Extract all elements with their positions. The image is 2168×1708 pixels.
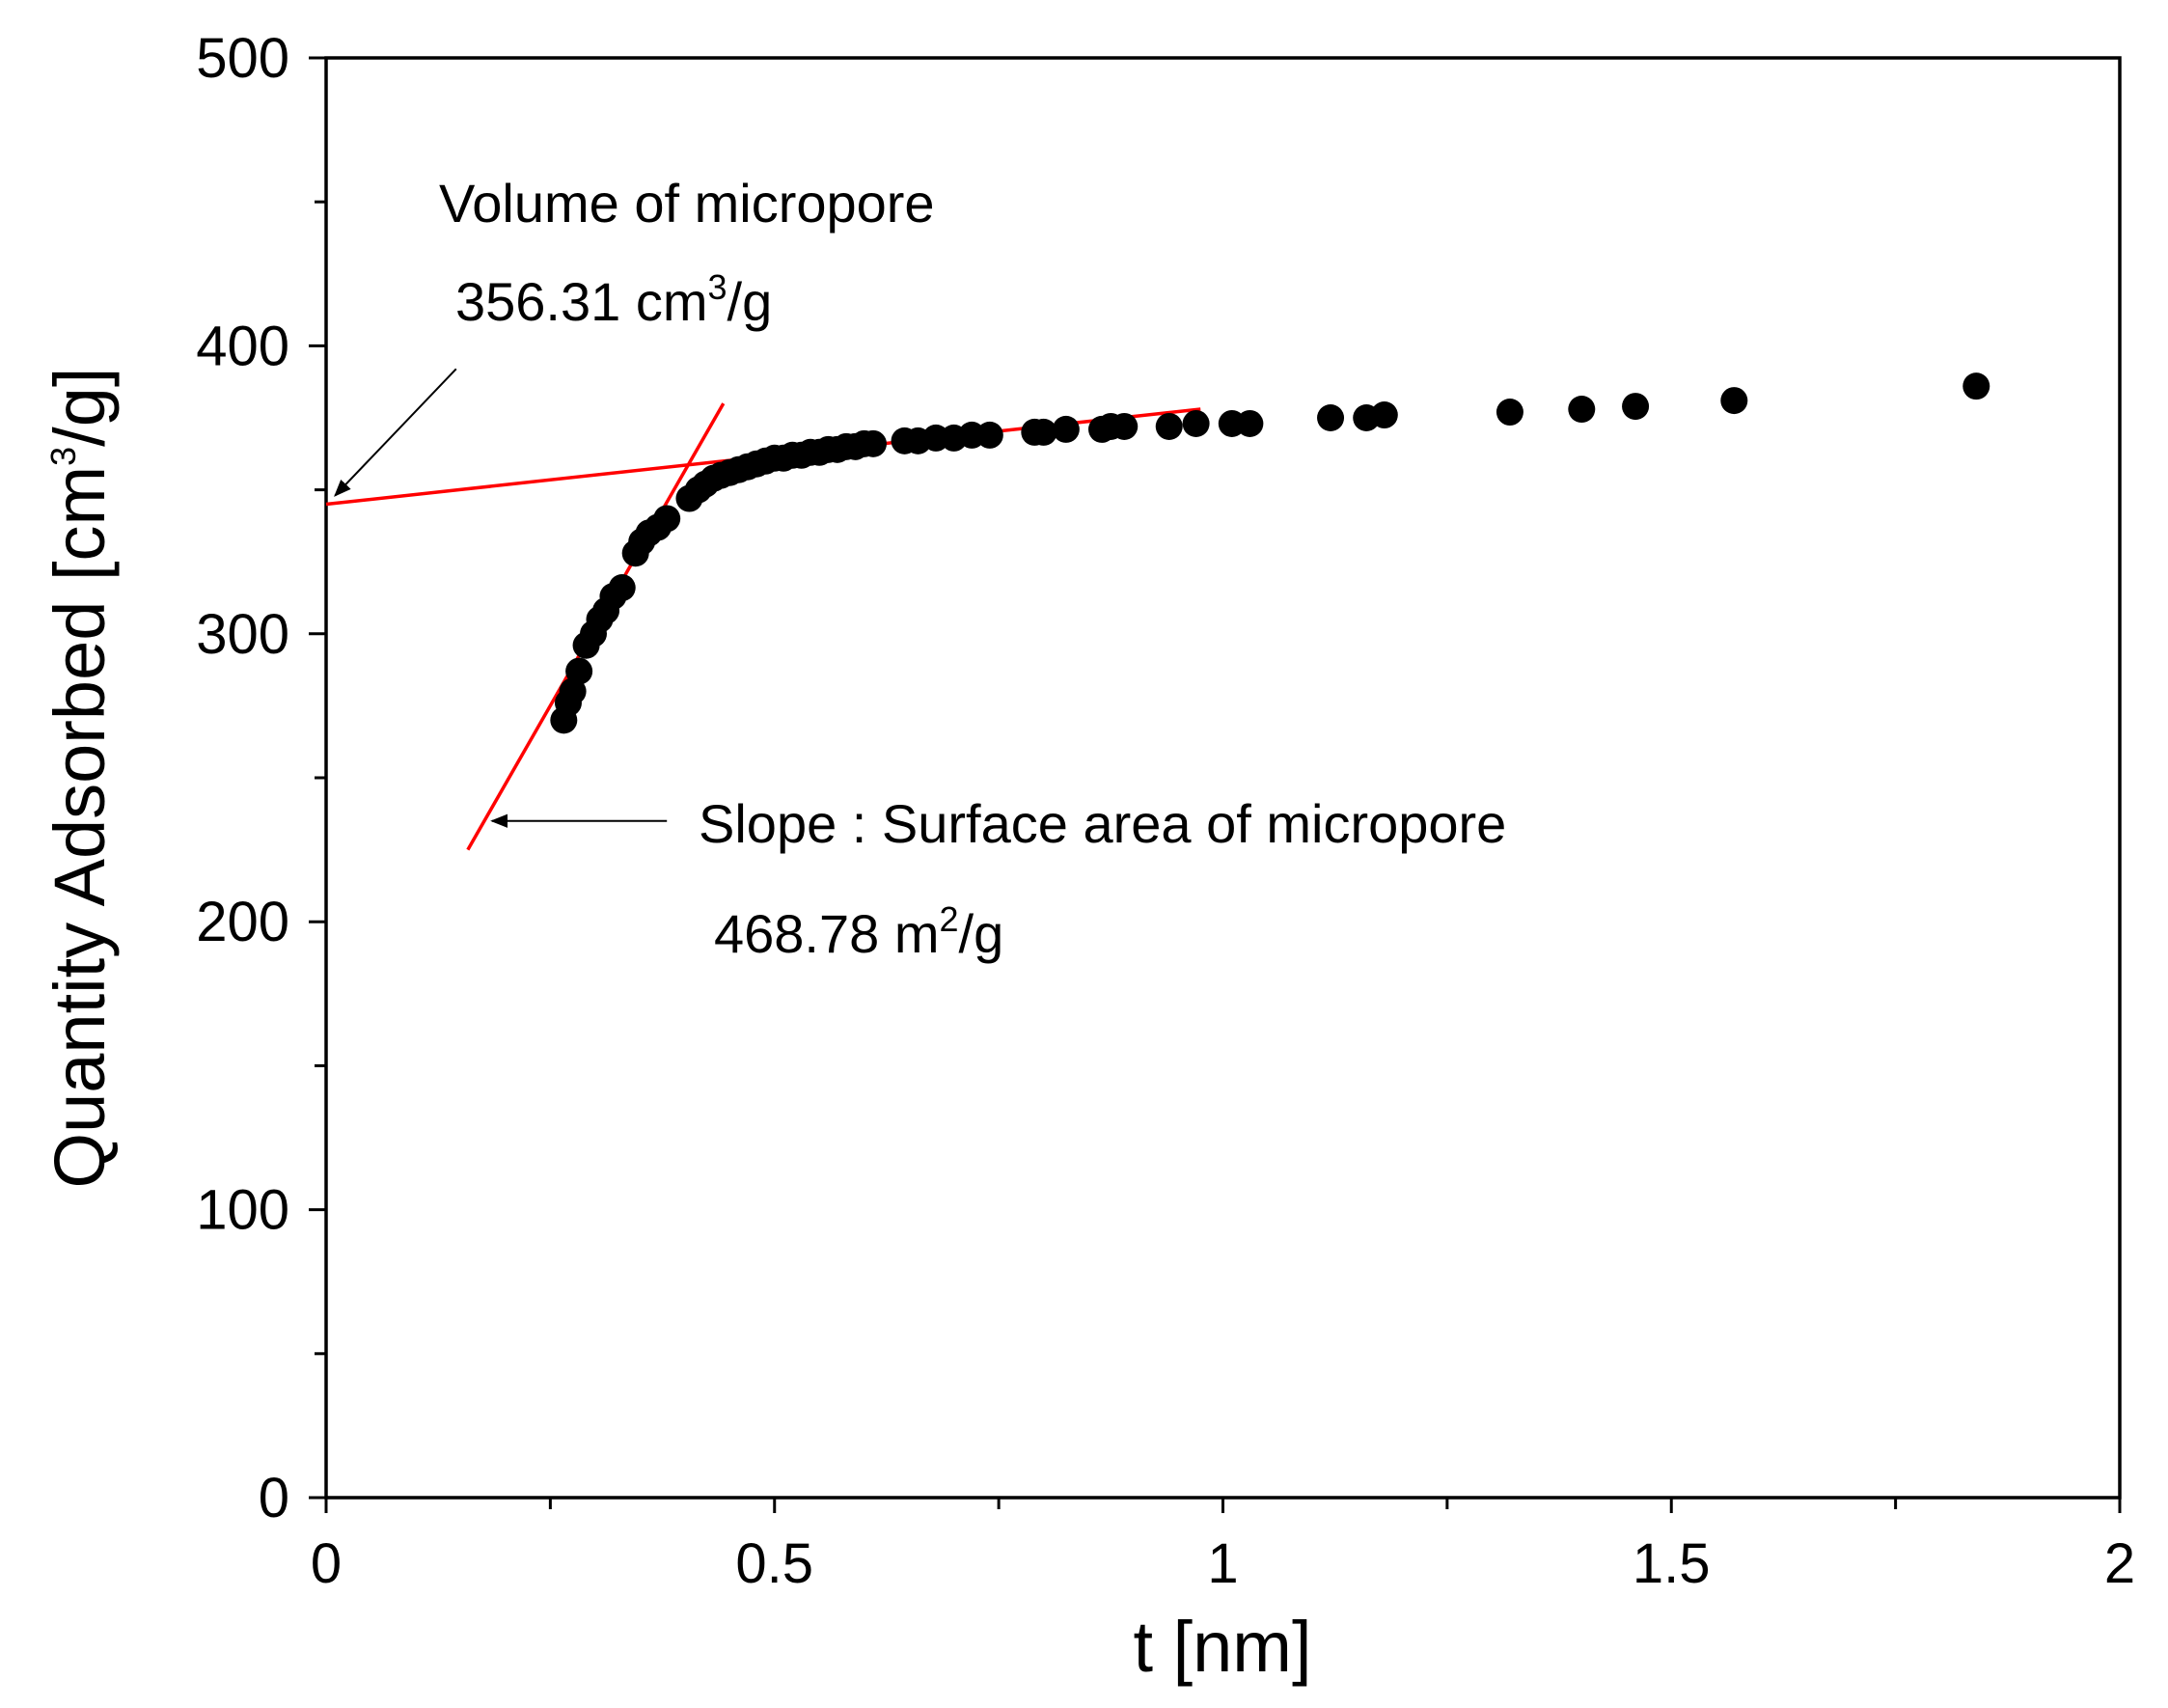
slope-annotation-value: 468.78 m2/g xyxy=(714,899,1003,964)
data-point xyxy=(1155,412,1183,440)
y-tick-label: 0 xyxy=(259,1467,289,1529)
x-tick-label: 1.5 xyxy=(1633,1532,1711,1595)
y-axis-title: Quantity Adsorbed [cm3/g] xyxy=(40,368,120,1189)
data-point xyxy=(1029,418,1057,446)
data-point xyxy=(1622,393,1650,421)
y-tick-label: 300 xyxy=(196,603,289,666)
data-point xyxy=(1496,399,1523,427)
volume-arrow xyxy=(334,368,457,497)
annotation-arrows xyxy=(334,368,668,828)
data-point xyxy=(1052,415,1080,443)
data-point xyxy=(1568,396,1596,424)
y-tick-label: 200 xyxy=(196,891,289,953)
axis-tick-labels: 0 0.5 1 1.5 2 0 100 200 300 400 500 xyxy=(196,27,2135,1595)
data-point xyxy=(859,429,887,457)
axis-ticks xyxy=(309,56,2122,1513)
data-point xyxy=(1182,409,1210,437)
x-tick-label: 1 xyxy=(1207,1532,1238,1595)
data-point xyxy=(1111,412,1139,440)
x-tick-label: 0.5 xyxy=(735,1532,813,1595)
data-point xyxy=(1720,387,1748,415)
slope-annotation-title: Slope : Surface area of micropore xyxy=(699,793,1506,854)
data-point xyxy=(1317,404,1345,431)
y-tick-label: 400 xyxy=(196,315,289,377)
data-point xyxy=(1236,409,1264,437)
data-point xyxy=(1962,372,1990,400)
data-point xyxy=(565,657,593,685)
data-points xyxy=(550,372,1990,734)
data-point xyxy=(653,505,681,533)
x-axis-title: t [nm] xyxy=(1133,1607,1311,1687)
data-point xyxy=(1370,401,1398,429)
x-tick-label: 2 xyxy=(2104,1532,2135,1595)
data-point xyxy=(975,421,1003,449)
y-tick-label: 500 xyxy=(196,27,289,90)
volume-annotation-value: 356.31 cm3/g xyxy=(455,267,772,332)
x-tick-label: 0 xyxy=(311,1532,342,1595)
data-point xyxy=(608,574,636,602)
y-tick-label: 100 xyxy=(196,1179,289,1242)
volume-annotation-title: Volume of micropore xyxy=(439,173,935,234)
